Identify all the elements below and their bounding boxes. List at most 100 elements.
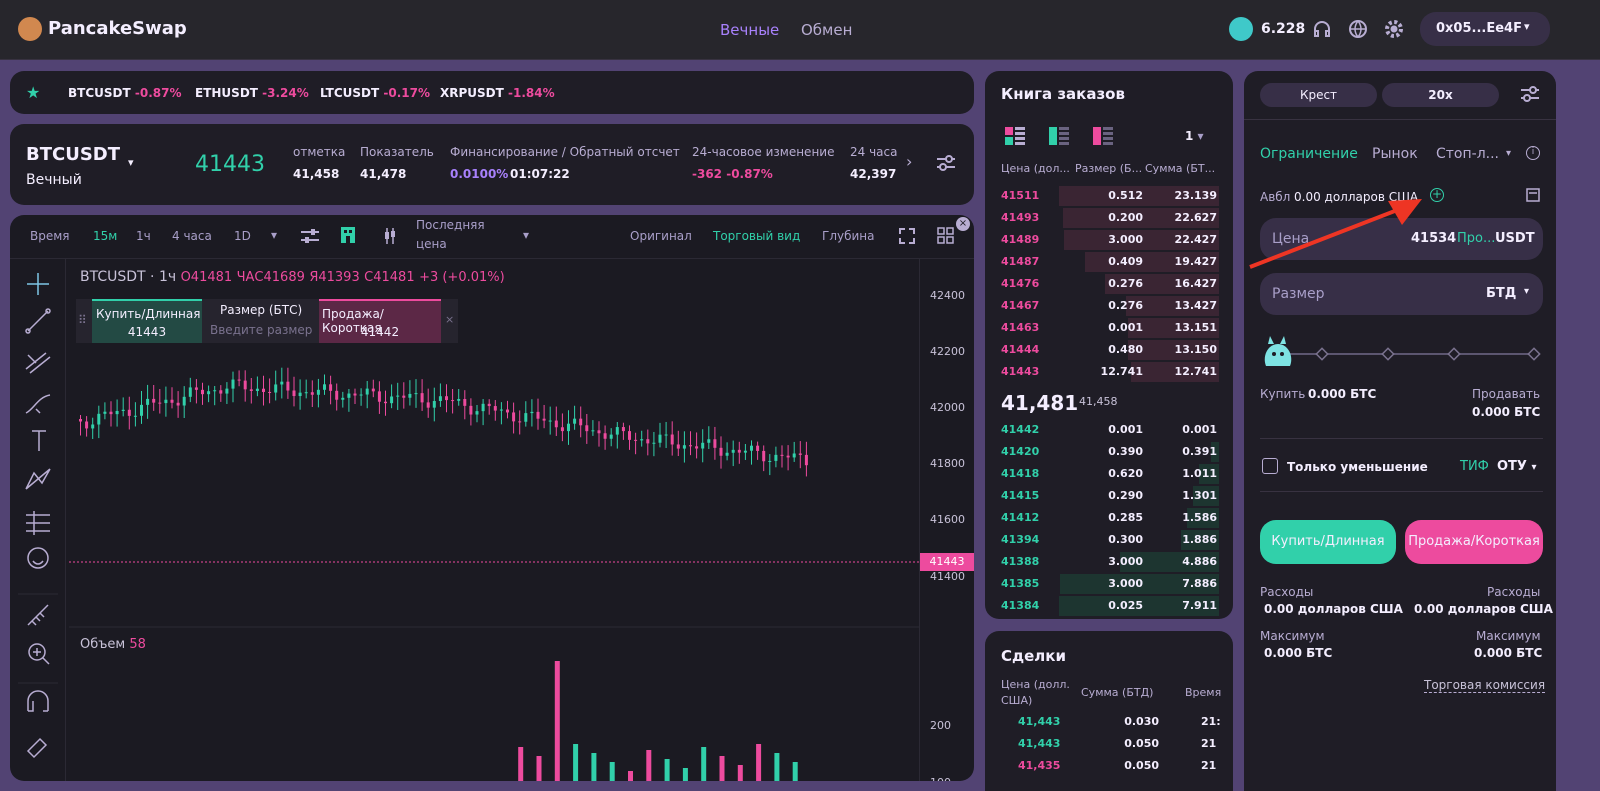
orderbook-row[interactable]: 41412 0.285 1.586 xyxy=(985,507,1233,529)
trade-row: 41,443 0.050 21 xyxy=(985,733,1233,755)
quick-buy-button[interactable]: Купить/Длинная 41443 xyxy=(92,299,202,343)
orderbook-row[interactable]: 41388 3.000 4.886 xyxy=(985,551,1233,573)
size-slider[interactable] xyxy=(1260,336,1543,372)
layout-grid-icon[interactable] xyxy=(937,227,955,245)
price-chart[interactable] xyxy=(69,259,919,781)
precision-select[interactable]: 1 ▾ xyxy=(1185,129,1204,143)
book-asks-icon[interactable] xyxy=(1093,127,1113,145)
info-icon[interactable]: i xyxy=(1526,146,1540,160)
gear-icon[interactable] xyxy=(1383,18,1405,40)
ticker-item[interactable]: BTCUSDT -0.87% xyxy=(68,86,182,100)
orderbook-row[interactable]: 41385 3.000 7.886 xyxy=(985,573,1233,595)
candle-body xyxy=(353,393,357,396)
order-type-stop[interactable]: Стоп-л... xyxy=(1436,146,1499,162)
sum-cell: 1.301 xyxy=(1182,489,1217,502)
view-original[interactable]: Оригинал xyxy=(630,229,692,243)
sliders-icon[interactable] xyxy=(1520,85,1540,103)
logo-text[interactable]: PancakeSwap xyxy=(48,18,187,39)
ticker-item[interactable]: XRPUSDT -1.84% xyxy=(440,86,555,100)
candle-body xyxy=(445,396,448,401)
globe-icon[interactable] xyxy=(1347,18,1369,40)
reduce-only-checkbox[interactable] xyxy=(1262,458,1278,474)
chevron-down-icon[interactable]: ▾ xyxy=(128,156,134,169)
drag-handle-icon[interactable]: ⠿ xyxy=(78,313,87,327)
headset-icon[interactable] xyxy=(1311,18,1333,40)
quick-sell-button[interactable]: Продажа/Короткая 41442 xyxy=(319,299,441,343)
book-bids-icon[interactable] xyxy=(1049,127,1069,145)
orderbook-row[interactable]: 41463 0.001 13.151 xyxy=(985,317,1233,339)
time-button[interactable]: Время xyxy=(30,229,70,243)
tab-swap[interactable]: Обмен xyxy=(801,21,853,39)
candle-body xyxy=(304,392,308,394)
orderbook-row[interactable]: 41467 0.276 13.427 xyxy=(985,295,1233,317)
tab-perpetual[interactable]: Вечные xyxy=(720,21,780,39)
interval-1d[interactable]: 1D xyxy=(234,229,251,243)
candle-body xyxy=(152,398,156,403)
calculator-icon[interactable] xyxy=(1526,188,1540,202)
leverage-button[interactable]: 20x xyxy=(1382,83,1499,107)
orderbook-row[interactable]: 41444 0.480 13.150 xyxy=(985,339,1233,361)
star-icon[interactable]: ★ xyxy=(26,83,41,102)
orderbook-row[interactable]: 41394 0.300 1.886 xyxy=(985,529,1233,551)
size-cell: 0.285 xyxy=(1108,511,1143,524)
order-type-limit[interactable]: Ограничение xyxy=(1260,146,1358,162)
chevron-down-icon[interactable]: ▾ xyxy=(1506,148,1512,159)
interval-1h[interactable]: 1ч xyxy=(136,229,151,243)
orderbook-row[interactable]: 41418 0.620 1.011 xyxy=(985,463,1233,485)
close-icon[interactable]: × xyxy=(956,217,970,231)
orderbook-row[interactable]: 41384 0.025 7.911 xyxy=(985,595,1233,617)
orderbook-row[interactable]: 41476 0.276 16.427 xyxy=(985,273,1233,295)
interval-4h[interactable]: 4 часа xyxy=(172,229,212,243)
price-cell: 41384 xyxy=(1001,599,1040,612)
drawing-tools-icon[interactable] xyxy=(10,259,66,781)
candle-body xyxy=(597,430,601,434)
price-input[interactable]: Цена 41534 Про... USDT xyxy=(1260,218,1543,260)
indicator-settings-icon[interactable] xyxy=(300,228,320,244)
chevron-down-icon[interactable]: ▾ xyxy=(523,228,530,242)
size-cell: 0.409 xyxy=(1108,255,1143,268)
orderbook-row[interactable]: 41489 3.000 22.427 xyxy=(985,229,1233,251)
ticker-item[interactable]: ETHUSDT -3.24% xyxy=(195,86,309,100)
candle-body xyxy=(377,391,381,402)
volume-bar xyxy=(554,661,560,781)
orderbook-row[interactable]: 41442 0.001 0.001 xyxy=(985,419,1233,441)
candle-body xyxy=(762,450,766,462)
price-type-label[interactable]: Последняя xyxy=(416,218,485,232)
close-icon[interactable]: × xyxy=(445,313,455,326)
orderbook-row[interactable]: 41415 0.290 1.301 xyxy=(985,485,1233,507)
quick-size-input[interactable]: Введите размер xyxy=(210,323,313,337)
size-input[interactable]: Размер БТД ▾ xyxy=(1260,273,1543,315)
orderbook-row[interactable]: 41511 0.512 23.139 xyxy=(985,185,1233,207)
size-cell: 0.001 xyxy=(1108,321,1143,334)
ticker-item[interactable]: LTCUSDT -0.17% xyxy=(320,86,430,100)
sell-short-button[interactable]: Продажа/Короткая xyxy=(1405,520,1543,564)
orderbook-row[interactable]: 41493 0.200 22.627 xyxy=(985,207,1233,229)
order-type-market[interactable]: Рынок xyxy=(1372,146,1418,162)
price-tick: 41400 xyxy=(930,570,965,583)
fullscreen-icon[interactable] xyxy=(898,227,916,245)
orderbook-row[interactable]: 41443 12.741 12.741 xyxy=(985,361,1233,383)
orderbook-row[interactable]: 41487 0.409 19.427 xyxy=(985,251,1233,273)
trading-fee-link[interactable]: Торговая комиссия xyxy=(1424,678,1546,693)
margin-mode-button[interactable]: Крест xyxy=(1260,83,1377,107)
depth-bar xyxy=(1059,596,1219,616)
candle-body xyxy=(201,389,204,395)
book-both-icon[interactable] xyxy=(1005,127,1025,145)
candles-icon[interactable] xyxy=(382,227,398,245)
chevron-right-icon[interactable]: › xyxy=(906,152,913,171)
price-type-label[interactable]: цена xyxy=(416,237,447,251)
orderbook-row[interactable]: 41420 0.390 0.391 xyxy=(985,441,1233,463)
indicators-icon[interactable] xyxy=(340,226,356,244)
view-trading[interactable]: Торговый вид xyxy=(713,229,801,243)
interval-15m[interactable]: 15м xyxy=(93,229,118,243)
plus-circle-icon[interactable]: + xyxy=(1430,187,1444,202)
tif-select[interactable]: ОТУ ▾ xyxy=(1497,459,1537,474)
view-depth[interactable]: Глубина xyxy=(822,229,875,243)
buy-long-button[interactable]: Купить/Длинная xyxy=(1260,520,1396,564)
chevron-down-icon[interactable]: ▾ xyxy=(271,228,278,242)
depth-bar xyxy=(1128,340,1219,360)
pancake-logo-icon[interactable] xyxy=(18,17,42,41)
sliders-icon[interactable] xyxy=(936,154,956,172)
wallet-button[interactable]: 0x05...Ee4F ▾ xyxy=(1420,12,1550,46)
pair-selector[interactable]: BTCUSDT xyxy=(26,144,121,165)
